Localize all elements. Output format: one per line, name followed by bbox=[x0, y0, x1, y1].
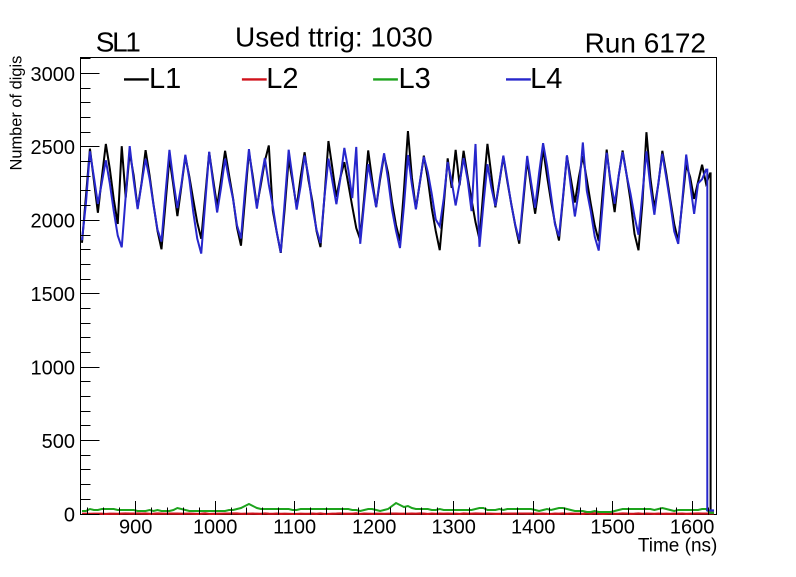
svg-text:500: 500 bbox=[42, 431, 75, 453]
svg-text:L1: L1 bbox=[149, 63, 181, 95]
svg-text:1500: 1500 bbox=[590, 517, 635, 539]
svg-text:2500: 2500 bbox=[31, 137, 76, 159]
svg-text:0: 0 bbox=[64, 504, 75, 526]
svg-text:1100: 1100 bbox=[273, 517, 316, 539]
svg-text:1000: 1000 bbox=[193, 517, 238, 539]
svg-text:L3: L3 bbox=[399, 63, 431, 95]
svg-text:2000: 2000 bbox=[31, 211, 76, 233]
svg-text:1400: 1400 bbox=[511, 517, 556, 539]
svg-text:SL1: SL1 bbox=[96, 27, 141, 58]
svg-text:1500: 1500 bbox=[31, 284, 76, 306]
svg-text:Time (ns): Time (ns) bbox=[638, 535, 718, 556]
svg-text:1600: 1600 bbox=[670, 517, 715, 539]
svg-text:1000: 1000 bbox=[31, 358, 76, 380]
svg-text:900: 900 bbox=[119, 517, 152, 539]
svg-text:1300: 1300 bbox=[431, 517, 476, 539]
svg-text:3000: 3000 bbox=[31, 64, 76, 86]
svg-text:Run 6172: Run 6172 bbox=[585, 28, 706, 59]
svg-text:1200: 1200 bbox=[352, 517, 397, 539]
svg-text:L4: L4 bbox=[530, 63, 562, 95]
svg-text:Used ttrig: 1030: Used ttrig: 1030 bbox=[235, 21, 433, 52]
svg-text:L2: L2 bbox=[266, 63, 298, 95]
svg-text:Number of digis: Number of digis bbox=[8, 56, 26, 171]
